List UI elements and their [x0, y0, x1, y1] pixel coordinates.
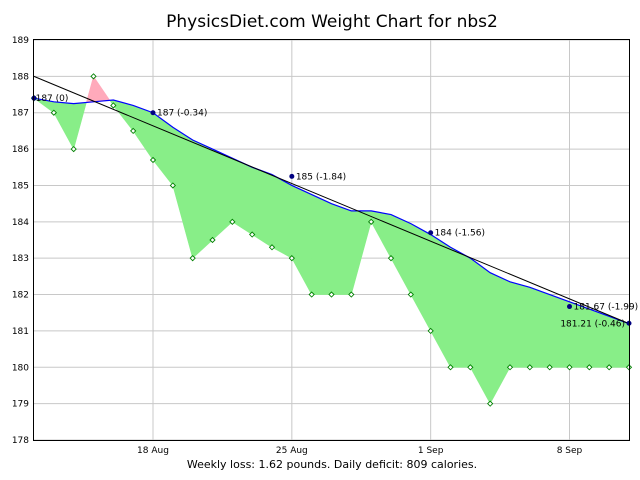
gain-fill-region — [93, 75, 111, 103]
loss-fill-region — [489, 272, 511, 404]
loss-fill-region — [589, 308, 610, 368]
loss-fill-region — [172, 126, 193, 259]
weight-point — [169, 182, 176, 189]
loss-fill-region — [430, 233, 451, 368]
loss-fill-region — [529, 286, 550, 368]
trend-line — [33, 97, 630, 325]
loss-fill-region — [311, 194, 332, 295]
trend-annotation-label: 184 (-1.56) — [435, 229, 485, 239]
loss-fill-region — [271, 174, 293, 259]
loss-fill-region — [470, 257, 491, 404]
area-fills — [33, 75, 630, 404]
weight-point — [387, 255, 395, 262]
weight-point — [506, 364, 514, 371]
y-tick-label: 183 — [12, 254, 29, 264]
weight-point — [427, 327, 434, 335]
trend-annotation-label: 185 (-1.84) — [296, 172, 346, 182]
weight-point — [487, 400, 494, 407]
weight-point — [328, 291, 335, 298]
weight-point — [268, 244, 276, 251]
weight-point — [189, 255, 196, 262]
weight-point — [130, 127, 137, 135]
trend-annotation-dot — [150, 110, 156, 116]
weight-point — [229, 218, 236, 225]
x-tick-label: 8 Sep — [557, 446, 583, 456]
y-tick-label: 180 — [12, 363, 29, 373]
loss-fill-region — [152, 112, 174, 187]
loss-fill-region — [192, 139, 213, 259]
x-tick-label: 18 Aug — [137, 446, 169, 456]
y-tick-label: 188 — [12, 72, 29, 82]
loss-fill-region — [251, 166, 273, 248]
loss-fill-region — [212, 148, 233, 241]
y-tick-label: 182 — [12, 291, 29, 301]
loss-fill-region — [331, 203, 352, 295]
weight-point — [308, 291, 315, 298]
trend-annotation-dot — [567, 304, 572, 310]
weight-point — [90, 73, 97, 80]
y-tick-label: 178 — [12, 436, 29, 446]
weight-point — [70, 145, 77, 153]
trend-annotation-dot — [428, 230, 434, 236]
y-tick-label: 179 — [12, 400, 29, 410]
series-lines — [33, 75, 630, 325]
loss-fill-region — [351, 210, 372, 295]
y-tick-label: 185 — [12, 181, 29, 191]
weight-point — [50, 109, 57, 116]
weight-point — [447, 364, 454, 371]
y-tick-label: 187 — [12, 109, 29, 119]
weight-point — [586, 364, 593, 371]
x-tick-label: 25 Aug — [276, 446, 308, 456]
loss-fill-region — [73, 102, 87, 150]
trend-annotation-label: 187 (0) — [36, 94, 69, 104]
weight-point — [526, 364, 533, 371]
loss-fill-region — [132, 105, 154, 161]
trend-annotation-label: 187 (-0.34) — [157, 109, 207, 119]
loss-fill-region — [450, 246, 471, 368]
y-tick-label: 184 — [12, 218, 29, 228]
weight-point — [348, 291, 355, 298]
weight-point — [149, 156, 157, 164]
weight-point — [110, 102, 117, 109]
weight-point — [407, 291, 414, 298]
loss-fill-region — [291, 184, 312, 295]
weight-point — [606, 364, 613, 371]
trend-annotation-label: 181.67 (-1.99) — [574, 303, 639, 313]
weight-point — [467, 364, 474, 371]
weight-point — [209, 236, 216, 244]
y-tick-label: 186 — [12, 145, 29, 155]
footer-summary: Weekly loss: 1.62 pounds. Daily deficit:… — [187, 458, 477, 471]
weight-point — [249, 231, 256, 238]
axis-labels: 178 179 180 181 182 183 184 185 186 187 188 189 18 A… — [12, 36, 583, 456]
trend-annotation-dot — [289, 173, 295, 179]
trend-annotation-label: 181.21 (-0.46) — [560, 319, 625, 329]
chart-title: PhysicsDiet.com Weight Chart for nbs2 — [166, 12, 498, 32]
regression-line — [33, 75, 630, 325]
weight-point — [566, 364, 573, 371]
weight-point — [546, 364, 553, 371]
x-tick-label: 1 Sep — [418, 446, 444, 456]
loss-fill-region — [232, 157, 253, 236]
weight-point — [288, 255, 295, 262]
plot-frame — [33, 39, 630, 441]
loss-fill-region — [390, 214, 412, 295]
weight-point — [368, 218, 375, 225]
loss-fill-region — [53, 101, 74, 150]
y-tick-label: 181 — [12, 327, 29, 337]
loss-fill-region — [509, 281, 531, 368]
loss-fill-region — [549, 294, 570, 368]
y-tick-label: 189 — [12, 36, 29, 46]
